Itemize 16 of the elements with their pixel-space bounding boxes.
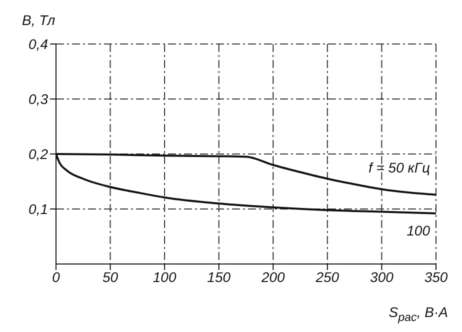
x-tick-label: 250 [314,268,340,285]
x-tick-label: 300 [370,268,394,285]
x-tick-label: 100 [152,268,176,285]
x-tick-label: 50 [102,268,118,285]
x-tick-label: 350 [424,268,448,285]
y-tick-label: 0,4 [28,36,48,52]
x-tick-label: 150 [207,268,231,285]
y-tick-label: 0,3 [28,90,48,107]
series-label: f = 50 кГц [368,160,430,176]
y-tick-label: 0,2 [28,146,48,162]
x-tick-label: 0 [52,268,60,285]
x-axis-title: S$_{рас}$, В·А [388,304,448,324]
series-label: 100 [406,222,430,238]
y-tick-label: 0,1 [28,200,48,217]
y-axis-title: B, Тл [22,12,56,28]
x-tick-label: 200 [260,268,286,285]
